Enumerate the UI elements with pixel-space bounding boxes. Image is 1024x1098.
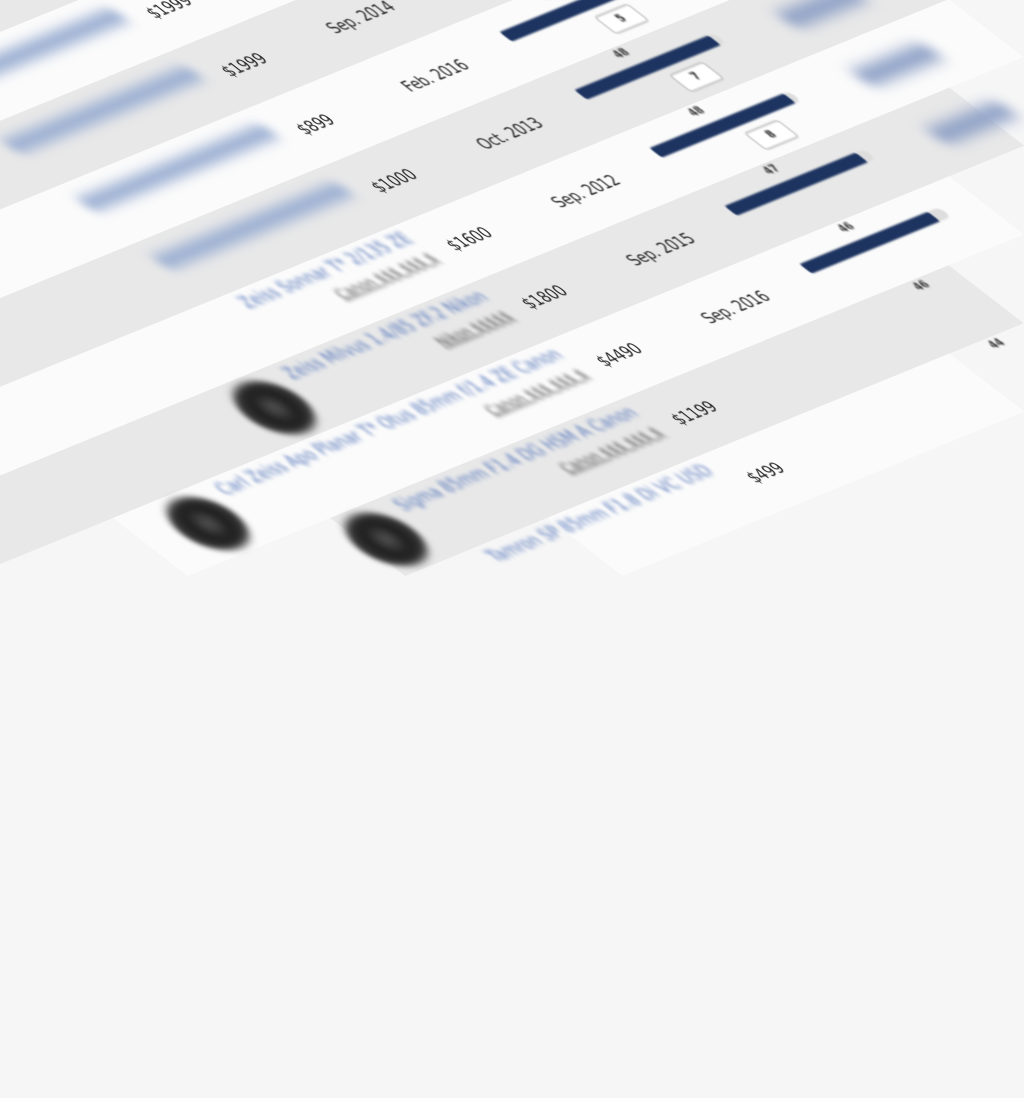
rating-value: 44	[985, 337, 1010, 352]
